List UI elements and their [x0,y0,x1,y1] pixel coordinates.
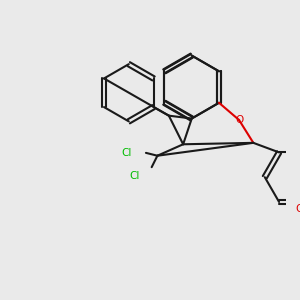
Text: Cl: Cl [130,171,140,181]
Text: O: O [235,115,243,125]
Text: Cl: Cl [121,148,132,158]
Text: O: O [295,204,300,214]
